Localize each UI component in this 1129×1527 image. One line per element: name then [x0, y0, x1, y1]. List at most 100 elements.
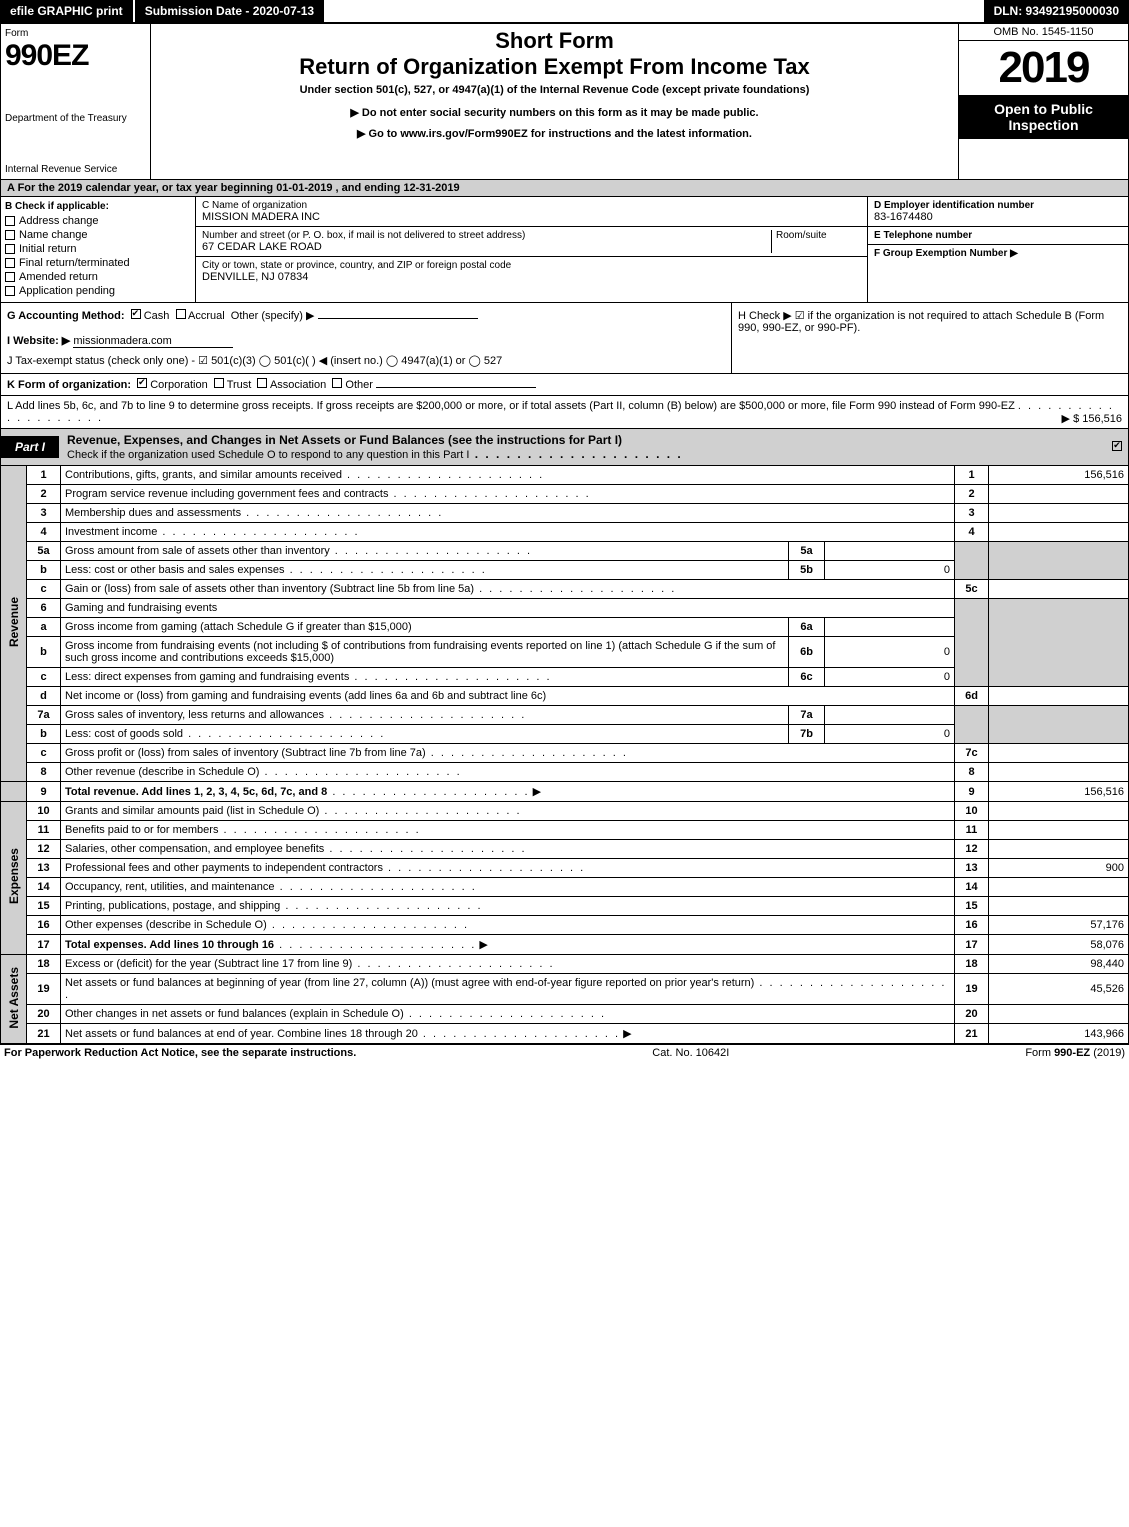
l-text: L Add lines 5b, 6c, and 7b to line 9 to … [7, 400, 1015, 412]
submission-date: Submission Date - 2020-07-13 [135, 0, 326, 22]
check-association[interactable] [257, 378, 267, 388]
street-cell: Number and street (or P. O. box, if mail… [196, 227, 867, 257]
tax-year: 2019 [959, 41, 1128, 95]
check-amended-return[interactable]: Amended return [5, 270, 191, 284]
revenue-side-label: Revenue [1, 466, 27, 782]
line-amount: 156,516 [989, 466, 1129, 485]
line-ref: 1 [955, 466, 989, 485]
form-number: 990EZ [5, 39, 146, 73]
col-b-checks: B Check if applicable: Address change Na… [1, 197, 196, 302]
part-1-check-note: Check if the organization used Schedule … [67, 449, 469, 461]
table-row: 15Printing, publications, postage, and s… [1, 897, 1129, 916]
check-trust[interactable] [214, 378, 224, 388]
instructions-link[interactable]: ▶ Go to www.irs.gov/Form990EZ for instru… [159, 127, 950, 140]
table-row: d Net income or (loss) from gaming and f… [1, 687, 1129, 706]
k-label: K Form of organization: [7, 379, 131, 391]
street-value: 67 CEDAR LAKE ROAD [202, 241, 771, 253]
table-row: 14Occupancy, rent, utilities, and mainte… [1, 878, 1129, 897]
check-name-change[interactable]: Name change [5, 228, 191, 242]
table-row: 16Other expenses (describe in Schedule O… [1, 916, 1129, 935]
code-subtitle: Under section 501(c), 527, or 4947(a)(1)… [159, 84, 950, 96]
phone-cell: E Telephone number [868, 227, 1128, 245]
check-final-return[interactable]: Final return/terminated [5, 256, 191, 270]
ein-value: 83-1674480 [874, 211, 1122, 223]
room-label: Room/suite [776, 230, 861, 241]
other-org-input[interactable] [376, 387, 536, 388]
col-c-org: C Name of organization MISSION MADERA IN… [196, 197, 868, 302]
city-cell: City or town, state or province, country… [196, 257, 867, 286]
paperwork-notice: For Paperwork Reduction Act Notice, see … [4, 1047, 356, 1059]
table-row: 12Salaries, other compensation, and empl… [1, 840, 1129, 859]
dept-treasury: Department of the Treasury [5, 113, 146, 124]
table-row: 17Total expenses. Add lines 10 through 1… [1, 935, 1129, 955]
efile-print-button[interactable]: efile GRAPHIC print [0, 0, 135, 22]
expenses-side-label: Expenses [1, 802, 27, 955]
table-row: Net Assets 18Excess or (deficit) for the… [1, 955, 1129, 974]
g-label: G Accounting Method: [7, 310, 125, 322]
return-title: Return of Organization Exempt From Incom… [159, 54, 950, 80]
g-accounting: G Accounting Method: Cash Accrual Other … [1, 303, 731, 373]
i-label: I Website: ▶ [7, 335, 70, 347]
d-label: D Employer identification number [874, 200, 1122, 211]
header-mid: Short Form Return of Organization Exempt… [151, 24, 958, 179]
check-cash[interactable] [131, 309, 141, 319]
cat-number: Cat. No. 10642I [652, 1047, 729, 1059]
f-label: F Group Exemption Number ▶ [874, 248, 1122, 259]
form-label: Form [5, 28, 146, 39]
website-value[interactable]: missionmadera.com [73, 335, 233, 348]
part-1-tab: Part I [1, 436, 59, 458]
form-ref: Form 990-EZ (2019) [1025, 1047, 1125, 1059]
c-label: C Name of organization [202, 200, 861, 211]
part-1-schedule-o-check[interactable] [1106, 441, 1128, 454]
irs-label: Internal Revenue Service [5, 164, 146, 175]
check-application-pending[interactable]: Application pending [5, 284, 191, 298]
form-header: Form 990EZ Department of the Treasury In… [0, 23, 1129, 180]
street-label: Number and street (or P. O. box, if mail… [202, 230, 771, 241]
table-row: c Gain or (loss) from sale of assets oth… [1, 580, 1129, 599]
table-row: c Gross profit or (loss) from sales of i… [1, 744, 1129, 763]
section-bcdef: B Check if applicable: Address change Na… [0, 197, 1129, 303]
page-footer: For Paperwork Reduction Act Notice, see … [0, 1044, 1129, 1061]
table-row: 9 Total revenue. Add lines 1, 2, 3, 4, 5… [1, 782, 1129, 802]
table-row: 20Other changes in net assets or fund ba… [1, 1005, 1129, 1024]
e-label: E Telephone number [874, 230, 1122, 241]
check-initial-return[interactable]: Initial return [5, 242, 191, 256]
table-row: Expenses 10 Grants and similar amounts p… [1, 802, 1129, 821]
netassets-side-label: Net Assets [1, 955, 27, 1044]
group-exemption-cell: F Group Exemption Number ▶ [868, 245, 1128, 262]
open-to-public: Open to Public Inspection [959, 95, 1128, 139]
other-specify: Other (specify) ▶ [231, 310, 315, 322]
table-row: 3 Membership dues and assessments 3 [1, 504, 1129, 523]
check-other-org[interactable] [332, 378, 342, 388]
table-row: 19Net assets or fund balances at beginni… [1, 974, 1129, 1005]
col-def: D Employer identification number 83-1674… [868, 197, 1128, 302]
city-value: DENVILLE, NJ 07834 [202, 271, 861, 283]
part-1-title: Revenue, Expenses, and Changes in Net As… [59, 429, 1106, 465]
part-1-header: Part I Revenue, Expenses, and Changes in… [0, 429, 1129, 466]
other-input[interactable] [318, 318, 478, 319]
table-row: 21Net assets or fund balances at end of … [1, 1024, 1129, 1044]
table-row: 8 Other revenue (describe in Schedule O)… [1, 763, 1129, 782]
city-label: City or town, state or province, country… [202, 260, 861, 271]
part-1-table: Revenue 1 Contributions, gifts, grants, … [0, 466, 1129, 1044]
row-l-gross-receipts: L Add lines 5b, 6c, and 7b to line 9 to … [0, 396, 1129, 429]
check-address-change[interactable]: Address change [5, 214, 191, 228]
header-right: OMB No. 1545-1150 2019 Open to Public In… [958, 24, 1128, 179]
l-amount: ▶ $ 156,516 [1062, 412, 1122, 425]
check-corporation[interactable] [137, 378, 147, 388]
org-name-cell: C Name of organization MISSION MADERA IN… [196, 197, 867, 227]
row-a-tax-year: A For the 2019 calendar year, or tax yea… [0, 180, 1129, 197]
dln-label: DLN: 93492195000030 [984, 0, 1129, 22]
h-schedule-b: H Check ▶ ☑ if the organization is not r… [731, 303, 1128, 373]
header-left: Form 990EZ Department of the Treasury In… [1, 24, 151, 179]
table-row: 7a Gross sales of inventory, less return… [1, 706, 1129, 725]
org-name: MISSION MADERA INC [202, 211, 861, 223]
table-row: Revenue 1 Contributions, gifts, grants, … [1, 466, 1129, 485]
table-row: 11Benefits paid to or for members11 [1, 821, 1129, 840]
short-form-title: Short Form [159, 28, 950, 54]
j-tax-exempt: J Tax-exempt status (check only one) - ☑… [7, 354, 725, 367]
row-gh: G Accounting Method: Cash Accrual Other … [0, 303, 1129, 374]
check-accrual[interactable] [176, 309, 186, 319]
row-k-org-form: K Form of organization: Corporation Trus… [0, 374, 1129, 396]
line-desc: Contributions, gifts, grants, and simila… [61, 466, 955, 485]
